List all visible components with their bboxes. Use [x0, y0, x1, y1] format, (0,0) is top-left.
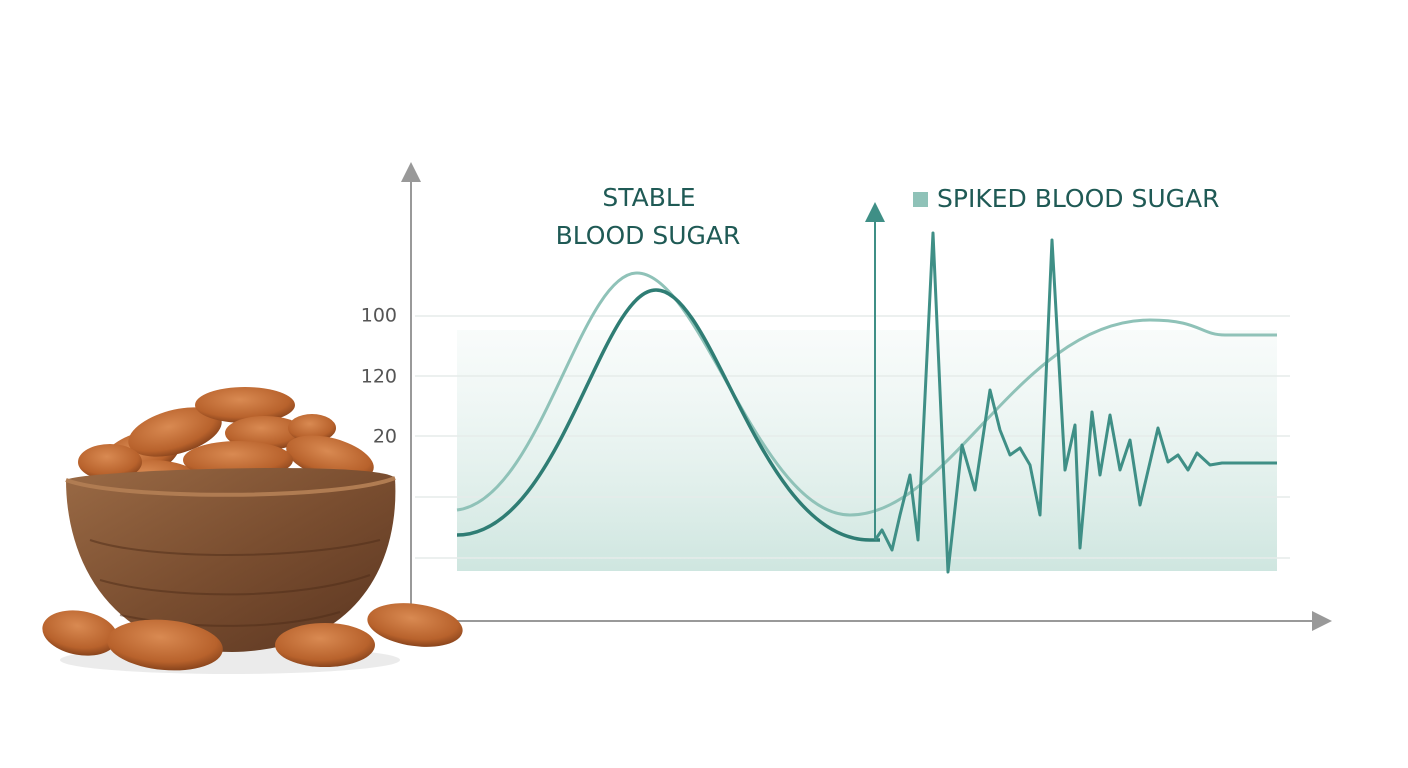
- stable-curve: [456, 288, 880, 542]
- spiked-curve: [873, 231, 1277, 574]
- almond-bowl: [42, 387, 463, 674]
- axis-label: 100: [361, 305, 397, 327]
- stable-label: STABLE: [602, 183, 695, 212]
- spiked-label: SPIKED BLOOD SUGAR: [937, 184, 1219, 213]
- axis-label: 120: [361, 366, 397, 388]
- stable-label: BLOOD SUGAR: [556, 221, 741, 250]
- axis-label: 20: [373, 426, 397, 448]
- legend-swatch: [913, 192, 928, 207]
- light-curve: [456, 271, 1277, 517]
